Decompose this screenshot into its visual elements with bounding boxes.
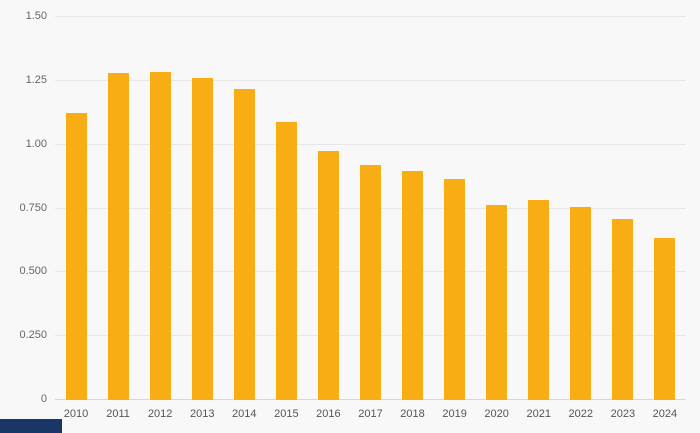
bar-2019 — [444, 179, 466, 400]
y-axis-tick-label: 1.00 — [25, 137, 47, 150]
y-axis-tick-label: 0.500 — [19, 265, 47, 278]
bar-column-2024: 2024 — [644, 17, 686, 420]
x-axis-tick-label: 2010 — [63, 408, 89, 420]
bar-2024 — [654, 237, 676, 400]
bar-2014 — [233, 88, 255, 400]
bar-column-2016: 2016 — [307, 17, 349, 420]
bar-column-2013: 2013 — [181, 17, 223, 420]
x-axis-tick-label: 2017 — [358, 408, 383, 420]
bar-2012 — [149, 71, 171, 400]
bar-2013 — [191, 78, 213, 400]
watermark-badge — [0, 419, 62, 433]
y-axis-tick-label: 0.250 — [19, 329, 47, 342]
x-axis-tick-label: 2019 — [442, 408, 467, 420]
x-axis-tick-label: 2018 — [400, 408, 425, 420]
y-axis-tick-label: 0.750 — [19, 201, 47, 214]
y-axis-tick-label: 0 — [40, 393, 47, 405]
x-axis-tick-label: 2016 — [316, 408, 341, 420]
bar-2022 — [570, 207, 592, 400]
x-axis-tick-label: 2012 — [147, 408, 173, 420]
bar-2011 — [107, 73, 129, 400]
y-axis-tick-label: 1.50 — [25, 10, 47, 22]
bar-2018 — [402, 171, 424, 400]
x-axis-tick-label: 2024 — [652, 408, 678, 420]
x-axis-tick-label: 2023 — [610, 408, 636, 420]
x-axis-tick-label: 2015 — [274, 408, 299, 420]
bar-column-2014: 2014 — [223, 17, 265, 420]
bar-2023 — [612, 218, 634, 400]
bar-column-2011: 2011 — [97, 17, 139, 420]
x-axis-tick-label: 2014 — [232, 408, 257, 420]
bar-column-2015: 2015 — [265, 17, 307, 420]
bar-column-2022: 2022 — [560, 17, 602, 420]
bar-2010 — [65, 112, 87, 400]
gridline-1.25: 1.25 — [26, 74, 686, 86]
x-axis-tick-label: 2022 — [568, 408, 594, 420]
bar-column-2019: 2019 — [434, 17, 476, 420]
gridline-1.00: 1.00 — [26, 138, 686, 150]
bar-2016 — [317, 151, 339, 400]
bar-column-2023: 2023 — [602, 17, 644, 420]
plot-area: 0 0.250 0.500 0.750 1.00 1.25 1.50 2010 2011 2012… — [19, 10, 686, 420]
bar-2017 — [359, 165, 381, 400]
bar-column-2018: 2018 — [392, 17, 434, 420]
x-axis-tick-label: 2020 — [484, 408, 509, 420]
gridline-1.50: 1.50 — [26, 10, 686, 22]
bar-2015 — [275, 121, 297, 400]
x-axis-tick-label: 2011 — [106, 408, 130, 420]
bar-column-2021: 2021 — [518, 17, 560, 420]
bar-2020 — [486, 204, 508, 400]
bars-container: 2010 2011 2012 2013 2014 2015 2016 2017 2018 2019… — [55, 17, 686, 420]
bar-column-2010: 2010 — [55, 17, 97, 420]
x-axis-tick-label: 2013 — [189, 408, 215, 420]
bar-column-2017: 2017 — [349, 17, 391, 420]
bar-2021 — [528, 199, 550, 400]
bar-column-2020: 2020 — [476, 17, 518, 420]
bar-column-2012: 2012 — [139, 17, 181, 420]
y-axis-tick-label: 1.25 — [25, 73, 47, 86]
x-axis-tick-label: 2021 — [526, 408, 551, 420]
